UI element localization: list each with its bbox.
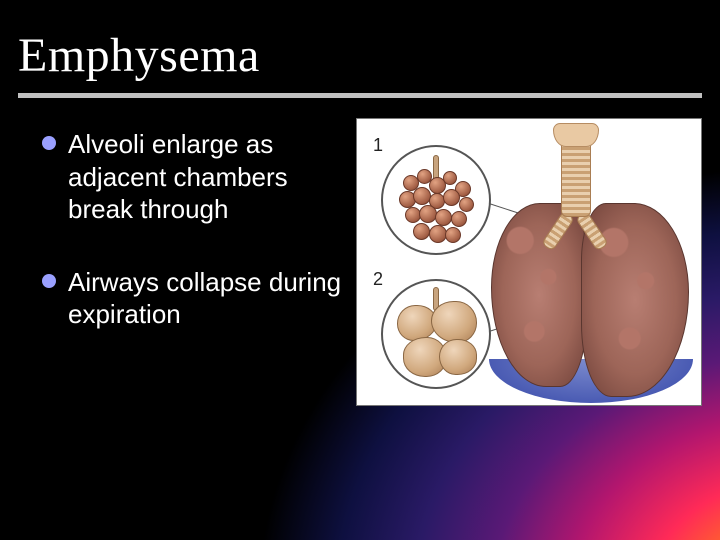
alveolus-icon bbox=[435, 209, 452, 226]
alveolus-icon bbox=[459, 197, 474, 212]
bullet-item: Alveoli enlarge as adjacent chambers bre… bbox=[42, 128, 342, 226]
callout-label-2: 2 bbox=[373, 269, 383, 290]
alveolus-icon bbox=[413, 223, 430, 240]
larynx-icon bbox=[553, 123, 599, 147]
alveolus-icon bbox=[451, 211, 467, 227]
alveolus-icon bbox=[419, 205, 437, 223]
enlarged-sac-icon bbox=[431, 301, 477, 343]
bullet-list: Alveoli enlarge as adjacent chambers bre… bbox=[42, 128, 342, 371]
bullet-dot-icon bbox=[42, 274, 56, 288]
callout-normal-alveoli bbox=[381, 145, 491, 255]
callout-emphysema-alveoli bbox=[381, 279, 491, 389]
bullet-text: Airways collapse during expiration bbox=[68, 266, 342, 331]
figure-canvas: 1 2 bbox=[363, 125, 695, 399]
alveolus-icon bbox=[445, 227, 461, 243]
title-container: Emphysema bbox=[18, 28, 702, 98]
bullet-dot-icon bbox=[42, 136, 56, 150]
slide-title: Emphysema bbox=[18, 28, 702, 83]
enlarged-sac-icon bbox=[439, 339, 477, 375]
callout-label-1: 1 bbox=[373, 135, 383, 156]
bullet-item: Airways collapse during expiration bbox=[42, 266, 342, 331]
alveolus-icon bbox=[443, 171, 457, 185]
alveolus-icon bbox=[443, 189, 460, 206]
bullet-text: Alveoli enlarge as adjacent chambers bre… bbox=[68, 128, 342, 226]
medical-figure: 1 2 bbox=[356, 118, 702, 406]
